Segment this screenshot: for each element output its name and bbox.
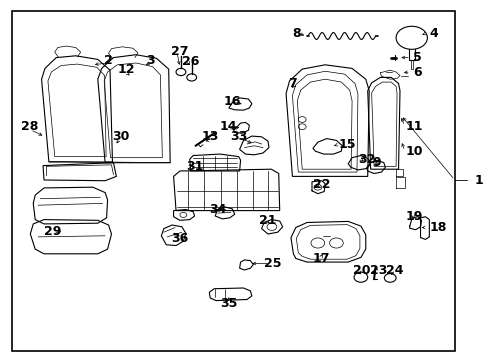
Text: 5: 5 <box>412 51 421 64</box>
Text: 36: 36 <box>171 232 188 245</box>
Text: 13: 13 <box>201 130 219 143</box>
Text: 28: 28 <box>20 120 38 133</box>
Text: 31: 31 <box>185 160 203 173</box>
Text: 12: 12 <box>117 63 135 76</box>
Text: 19: 19 <box>405 210 423 222</box>
Text: 8: 8 <box>292 27 301 40</box>
Text: 2: 2 <box>104 54 113 67</box>
Text: 4: 4 <box>428 27 437 40</box>
Text: 21: 21 <box>259 214 276 227</box>
Text: 24: 24 <box>386 264 403 277</box>
Text: 1: 1 <box>473 174 482 186</box>
Text: 14: 14 <box>219 120 237 133</box>
Text: 33: 33 <box>229 130 247 143</box>
Text: 34: 34 <box>208 203 226 216</box>
Text: 7: 7 <box>287 77 296 90</box>
Text: 29: 29 <box>44 225 61 238</box>
Text: 32: 32 <box>358 153 375 166</box>
Text: 35: 35 <box>220 297 237 310</box>
Text: 9: 9 <box>371 156 380 169</box>
Text: 10: 10 <box>405 145 423 158</box>
Text: 30: 30 <box>112 130 130 143</box>
Text: 15: 15 <box>338 138 356 151</box>
Text: 11: 11 <box>405 120 423 132</box>
Text: 26: 26 <box>182 55 199 68</box>
Text: 6: 6 <box>412 66 421 78</box>
Text: 25: 25 <box>264 257 281 270</box>
Text: 17: 17 <box>312 252 330 265</box>
Text: 18: 18 <box>428 221 446 234</box>
Text: 20: 20 <box>352 264 370 277</box>
Text: 3: 3 <box>145 54 154 67</box>
Text: 27: 27 <box>171 45 188 58</box>
Text: 16: 16 <box>224 95 241 108</box>
Text: 22: 22 <box>312 178 330 191</box>
Text: 23: 23 <box>369 264 387 277</box>
